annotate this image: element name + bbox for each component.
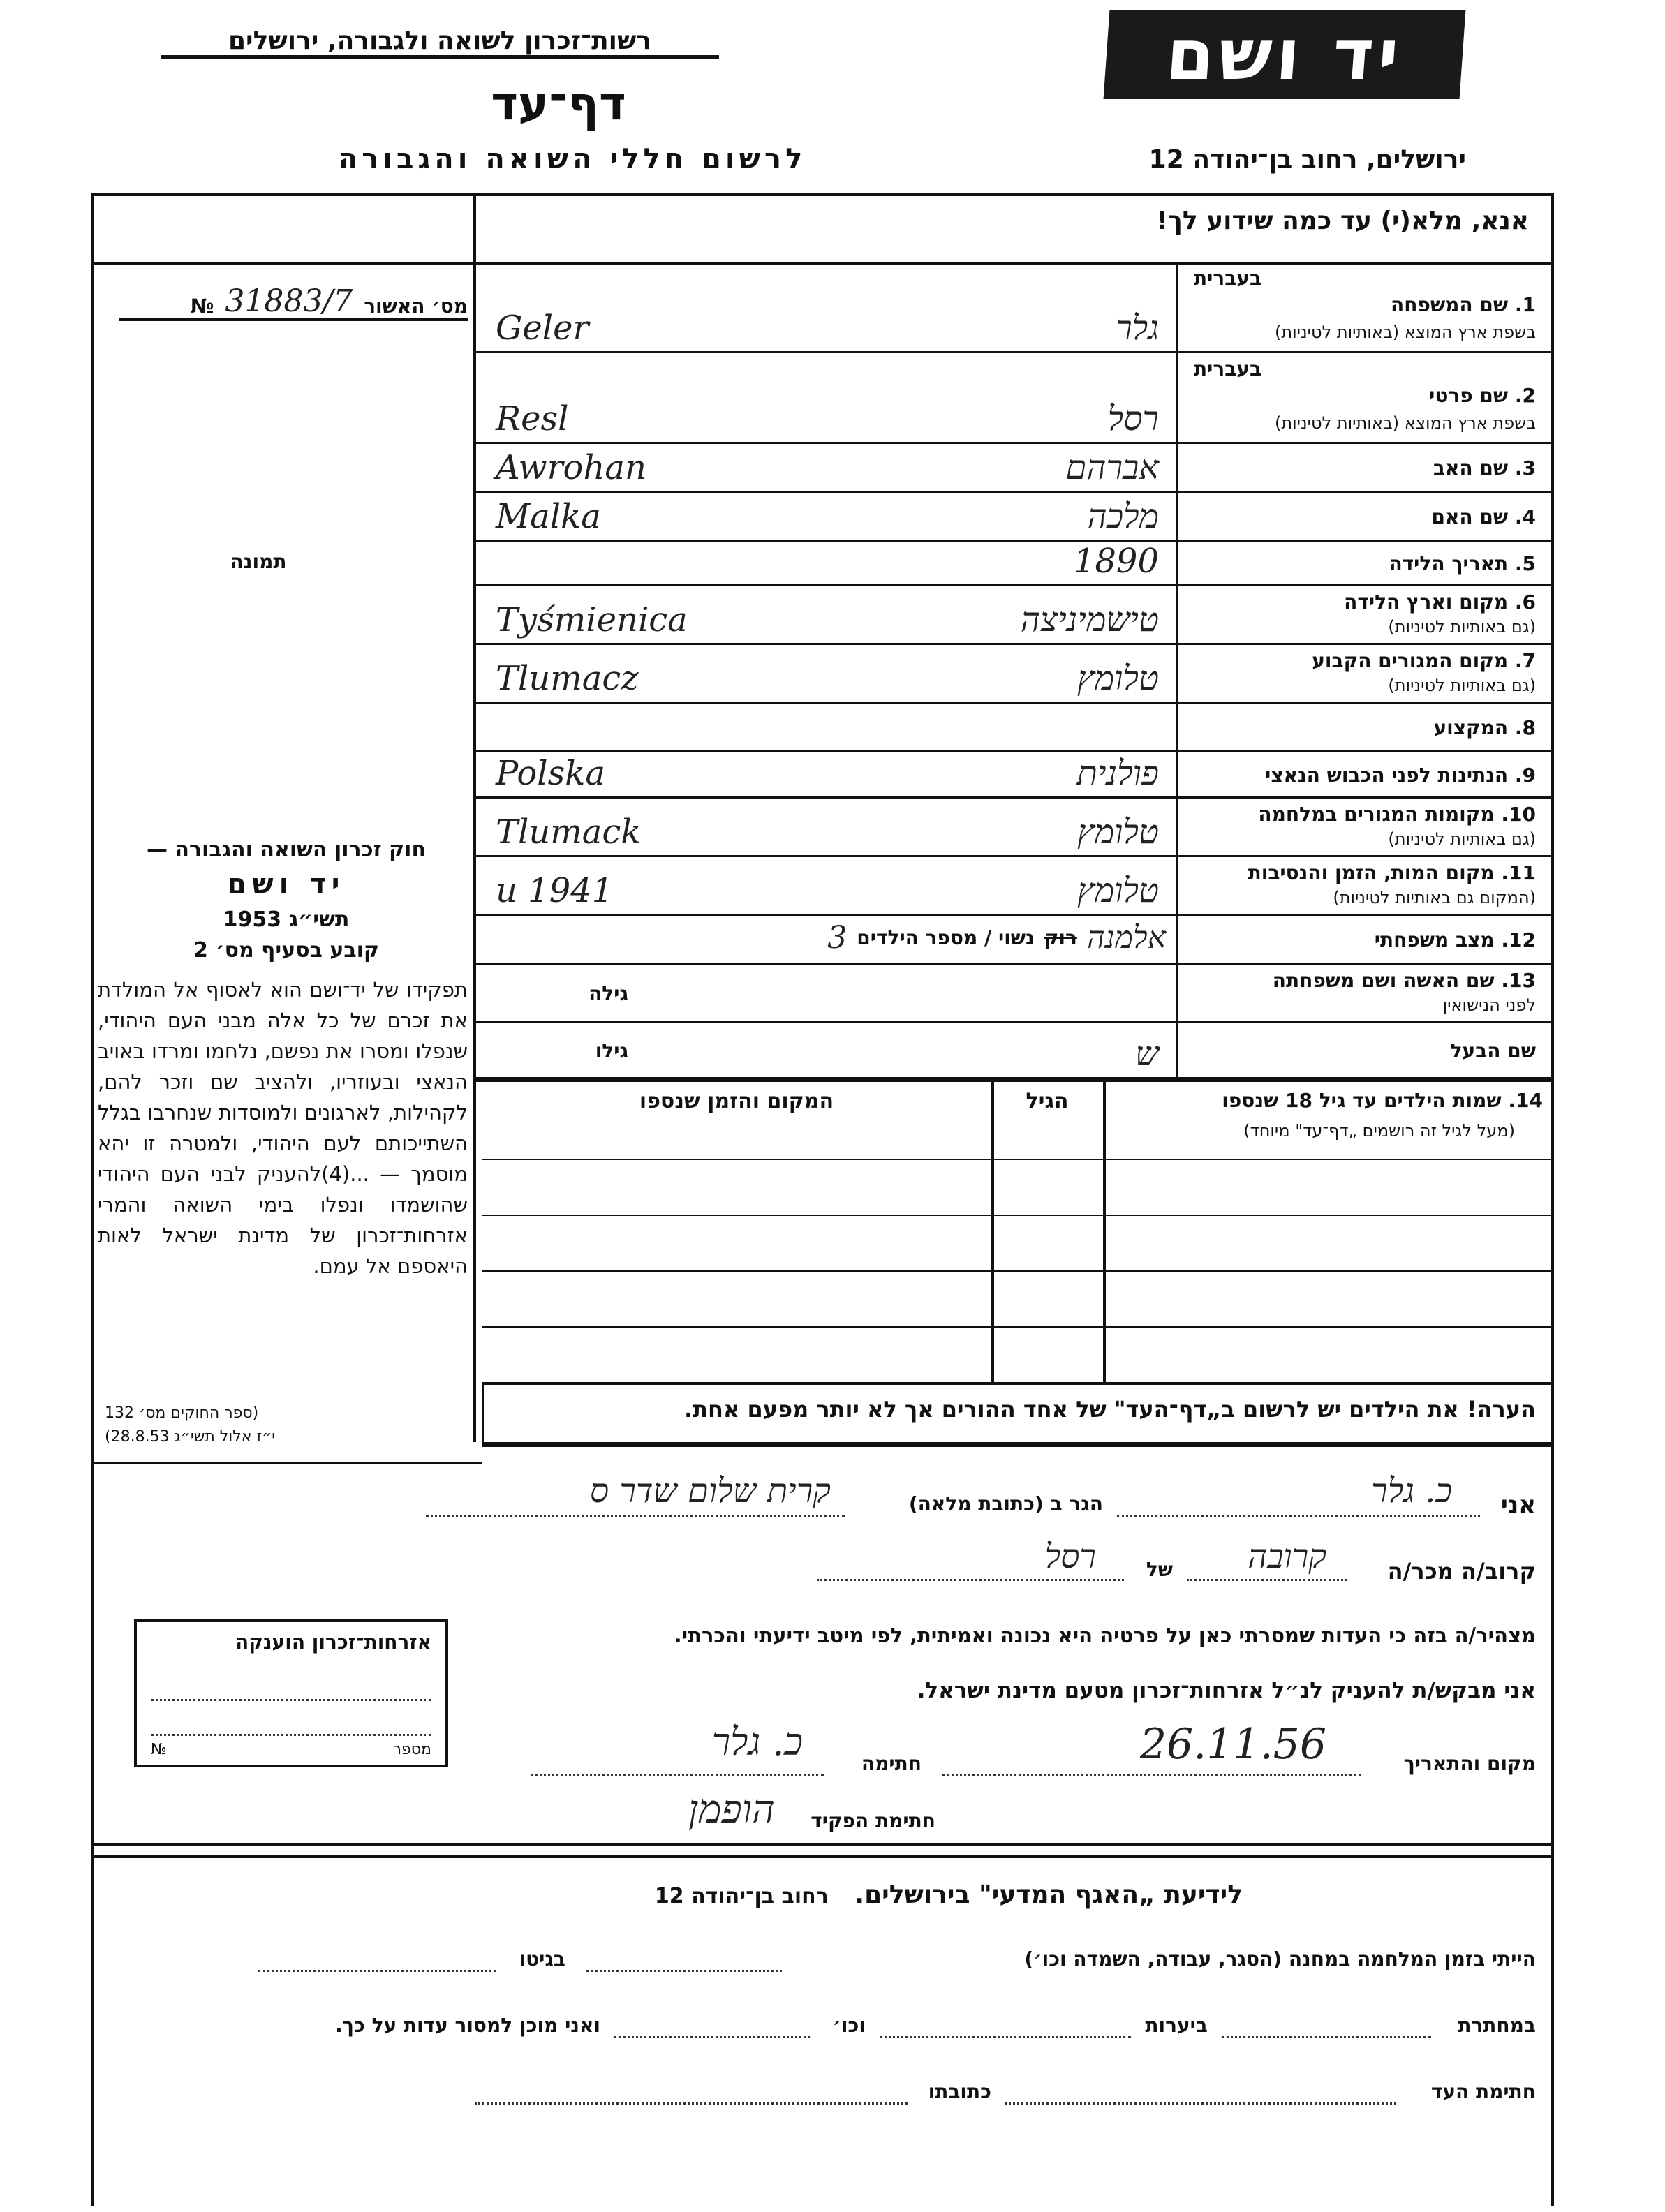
field-label: 7. מקום המגורים הקבוע	[1312, 649, 1536, 672]
date-value: 26.11.56	[1139, 1720, 1326, 1769]
citizenship-number: № מספר	[151, 1741, 431, 1758]
field-label: 13. שם האשה ושם משפחתה	[1272, 969, 1536, 992]
children-label: 14. שמות הילדים עד גיל 18 שנספו	[1222, 1089, 1543, 1112]
struck-option: רוק	[1044, 926, 1077, 950]
citizenship-box: אזרחות־זכרון הוענקה № מספר	[134, 1619, 448, 1767]
field-value-hebrew: טלומץ	[1076, 659, 1159, 698]
form-subtitle: לרשום חללי השואה והגבורה	[338, 143, 807, 175]
field-sublabel: (גם באותיות לטיניות)	[1388, 676, 1536, 695]
approval-number: מס׳ האשור 31883/7 №	[119, 272, 468, 321]
footer-frame	[91, 1843, 1554, 2206]
field-label: 10. מקומות המגורים במלחמה	[1258, 803, 1536, 826]
field-sublabel: בשפת ארץ המוצא (באותיות לטיניות)	[1275, 413, 1536, 433]
logo-text: יד ושם	[1163, 13, 1406, 96]
field-label: 6. מקום וארץ הלידה	[1344, 591, 1536, 614]
law-ref-1: (ספר החוקים מס׳ 132	[105, 1404, 259, 1422]
field-value-latin: Resl	[496, 399, 569, 438]
field-value-hebrew: גלר	[1116, 309, 1159, 348]
field-sublabel: (גם באותיות לטיניות)	[1388, 617, 1536, 637]
field-label: 2. שם פרטי	[1429, 384, 1536, 407]
field-label: 1. שם המשפחה	[1391, 293, 1536, 316]
declarant-address: קרית שלום שדר ס	[589, 1471, 831, 1510]
number-sign: №	[190, 295, 214, 318]
field-value-latin: Tyśmienica	[496, 600, 688, 639]
law-title: חוק זכרון השואה והגבורה —	[146, 838, 427, 862]
approval-number-label: מס׳ האשור	[364, 295, 468, 318]
footer-title: לידיעת „האגף המדעי" בירושלים. רחוב בן־יה…	[654, 1880, 1243, 1909]
field-value-latin: Polska	[496, 754, 605, 793]
field-sublabel: (גם באותיות לטיניות)	[1388, 829, 1536, 849]
form-title: דף־עד	[491, 77, 626, 131]
field-value-hebrew: רסל	[1107, 399, 1159, 438]
of-name: רסל	[1044, 1537, 1096, 1576]
request: אני מבקש/ת להעניק לנ״ל אזרחות־זכרון מטעם…	[917, 1678, 1536, 1703]
statement: מצהיר/ה בזה כי העדות שמסרתי כאן על פרטיה…	[674, 1624, 1536, 1647]
marital-printed: נשוי / מספר הילדים	[857, 926, 1035, 950]
law-text: תפקידו של יד־ושם הוא לאסוף אל המולדת את …	[98, 978, 468, 1278]
children-count: 3	[827, 920, 848, 956]
declaration-line-3: מקום והתאריך 26.11.56 חתימה כ. גלר	[419, 1717, 1536, 1787]
law-clause: קובע בסעיף מס׳ 2	[193, 938, 380, 963]
field-value-hebrew: אברהם	[1065, 448, 1159, 487]
footer-line-2: במחתרת ביערות וכו׳ ואני מוכן למסור עדות …	[335, 2014, 1536, 2038]
field-label: 11. מקום המות, הזמן והנסיבות	[1248, 861, 1536, 884]
field-value-hebrew: טלומץ	[1076, 812, 1159, 852]
column-divider	[473, 193, 476, 1442]
extra-label: גילה	[589, 982, 628, 1005]
instruction: אנא, מלא(י) עד כמה שידוע לך!	[1156, 207, 1529, 235]
approval-number-value: 31883/7	[225, 283, 353, 319]
field-value-latin: Awrohan	[496, 448, 646, 487]
field-sublabel: (המקום גם באותיות לטיניות)	[1333, 888, 1536, 907]
field-label: 12. מצב משפחתי	[1374, 928, 1536, 951]
field-sublabel: לפני הנישואין	[1442, 995, 1536, 1015]
label-divider	[1176, 262, 1178, 1079]
declaration-line-1: אני כ. גלר הגר ב (כתובת מלאה) קרית שלום …	[419, 1473, 1536, 1529]
field-value-latin: u 1941	[496, 871, 614, 910]
field-value-latin: Geler	[496, 309, 589, 348]
field-label: 8. המקצוע	[1433, 716, 1536, 739]
marital-value: אלמנה	[1086, 920, 1166, 956]
field-value: 1890	[1073, 542, 1159, 581]
law-ref-2: י״ז אלול תשי״ג 28.8.53)	[105, 1428, 276, 1446]
field-label: 9. הנתינות לפני הכבוש הנאצי	[1265, 764, 1536, 787]
field-label: 5. תאריך הלידה	[1389, 552, 1536, 575]
col-place: המקום והזמן שנספו	[639, 1089, 834, 1113]
footer-line-1: הייתי בזמן המלחמה במחנה (הסגר, עבודה, הש…	[105, 1940, 1536, 1982]
clerk-signature-line: חתימת הפקיד הופמן	[688, 1787, 935, 1832]
form-frame	[91, 193, 1554, 1858]
citizenship-title: אזרחות־זכרון הוענקה	[235, 1631, 431, 1654]
field-label: 3. שם האב	[1433, 456, 1536, 480]
declaration-line-2: קרוב/ה מכר/ה קרובה של רסל	[419, 1538, 1536, 1598]
field-value-hebrew: טלומץ	[1076, 871, 1159, 910]
declarant-name: כ. גלר	[1371, 1471, 1452, 1510]
declarant-signature: כ. גלר	[711, 1720, 803, 1764]
field-value-latin: Tlumacz	[496, 659, 639, 698]
relation-value: קרובה	[1248, 1537, 1326, 1576]
hebrew-label: בעברית	[1194, 267, 1262, 290]
law-name: יד ושם	[227, 868, 346, 900]
field-value: ש	[1135, 1034, 1159, 1074]
field-value-hebrew: מלכה	[1087, 497, 1160, 536]
field-value-latin: Malka	[496, 497, 601, 536]
yad-vashem-logo: יד ושם	[1103, 10, 1466, 99]
field-value-hebrew: פולנית	[1076, 754, 1159, 793]
field-label: 4. שם האם	[1431, 505, 1536, 528]
field-value-latin: Tlumack	[496, 812, 642, 852]
org-name: רשות־זכרון לשואה ולגבורה, ירושלים	[161, 27, 719, 59]
field-sublabel: בשפת ארץ המוצא (באותיות לטיניות)	[1275, 322, 1536, 342]
marital-status: אלמנה רוק נשוי / מספר הילדים 3	[489, 921, 1166, 955]
note: הערה! את הילדים יש לרשום ב„דף־העד" של אח…	[684, 1396, 1536, 1423]
col-age: הגיל	[1026, 1089, 1069, 1113]
field-value-hebrew: טישמיניצה	[1020, 600, 1159, 639]
field-label: שם הבעל	[1450, 1039, 1536, 1062]
footer-line-3: חתימת העד כתובתו	[105, 2073, 1536, 2115]
extra-label: גילו	[595, 1039, 628, 1062]
children-sublabel: (מעל לגיל זה רושמים „דף־עד" מיוחד)	[1243, 1121, 1515, 1141]
address: ירושלים, רחוב בן־יהודה 12	[1148, 145, 1466, 174]
clerk-signature: הופמן	[688, 1787, 775, 1832]
hebrew-label: בעברית	[1194, 357, 1262, 380]
photo-placeholder: תמונה	[230, 550, 287, 573]
law-year: תשי״ג 1953	[223, 907, 350, 932]
